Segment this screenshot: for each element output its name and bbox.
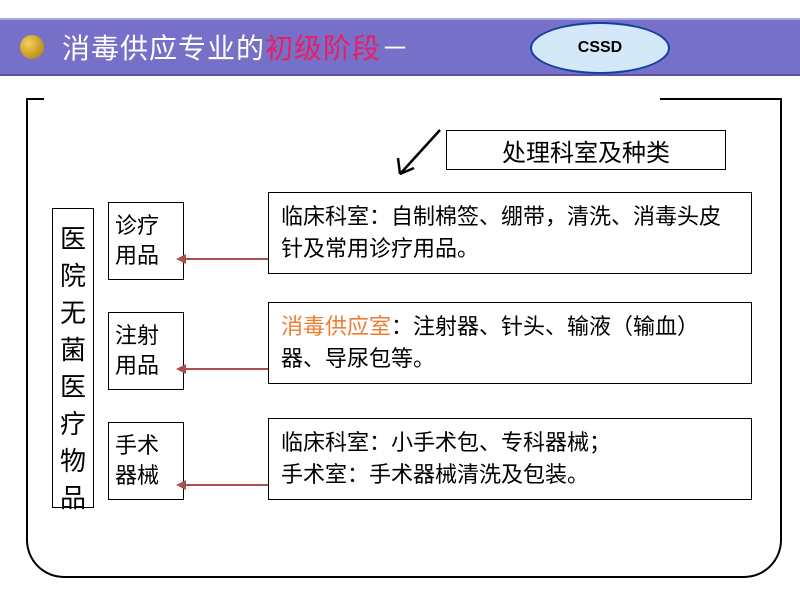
category-box-2: 手术 器械 [108, 422, 184, 500]
vertical-label-char: 菌 [60, 330, 86, 367]
description-box-1: 消毒供应室：注射器、针头、输液（输血）器、导尿包等。 [268, 302, 752, 384]
oval-label: CSSD [578, 39, 622, 57]
description-box-2: 临床科室：小手术包、专科器械； 手术室：手术器械清洗及包装。 [268, 418, 752, 500]
vertical-label-char: 院 [60, 256, 86, 293]
slide-title: 消毒供应专业的初级阶段－ [62, 27, 410, 67]
section-header-text: 处理科室及种类 [502, 133, 670, 168]
bullet-icon [20, 35, 44, 59]
vertical-label-char: 品 [60, 478, 86, 515]
vertical-label-char: 疗 [60, 404, 86, 441]
vertical-label-box: 医院无菌医疗物品 [52, 208, 94, 508]
title-part3: － [381, 34, 410, 65]
vertical-label-char: 无 [60, 293, 86, 330]
title-part1: 消毒供应专业的 [62, 34, 265, 65]
category-box-0: 诊疗 用品 [108, 202, 184, 280]
pointer-arrow-icon [388, 122, 448, 186]
description-box-0: 临床科室：自制棉签、绷带，清洗、消毒头皮针及常用诊疗用品。 [268, 192, 752, 274]
vertical-label-char: 医 [60, 367, 86, 404]
category-box-1: 注射 用品 [108, 312, 184, 390]
cssd-oval: CSSD [530, 22, 670, 74]
title-part2: 初级阶段 [265, 34, 381, 65]
connector-arrow-1 [184, 368, 268, 370]
vertical-label-char: 医 [60, 219, 86, 256]
connector-arrow-2 [184, 484, 268, 486]
section-header-box: 处理科室及种类 [446, 130, 726, 170]
vertical-label-char: 物 [60, 441, 86, 478]
header-bar: 消毒供应专业的初级阶段－ [0, 18, 800, 76]
highlight-text: 消毒供应室 [281, 314, 391, 339]
connector-arrow-0 [184, 258, 268, 260]
